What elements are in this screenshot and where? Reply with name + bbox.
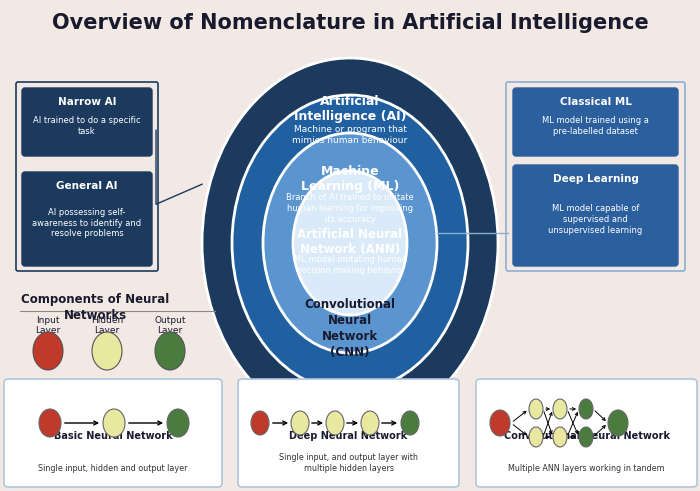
Text: Hidden
Layer: Hidden Layer — [91, 316, 123, 335]
Ellipse shape — [553, 399, 567, 419]
Text: Single input, and output layer with
multiple hidden layers: Single input, and output layer with mult… — [279, 453, 418, 473]
Text: Single input, hidden and output layer: Single input, hidden and output layer — [38, 464, 188, 473]
Text: Artificial Neural
Network (ANN): Artificial Neural Network (ANN) — [298, 228, 402, 256]
Ellipse shape — [401, 411, 419, 435]
Ellipse shape — [155, 332, 185, 370]
Ellipse shape — [326, 411, 344, 435]
Text: Machine
Learning (ML): Machine Learning (ML) — [301, 165, 399, 193]
Text: Multiple ANN layers working in tandem: Multiple ANN layers working in tandem — [508, 464, 665, 473]
FancyBboxPatch shape — [513, 88, 678, 156]
Ellipse shape — [92, 332, 122, 370]
FancyBboxPatch shape — [4, 379, 222, 487]
Ellipse shape — [103, 409, 125, 437]
Text: Overview of Nomenclature in Artificial Intelligence: Overview of Nomenclature in Artificial I… — [52, 13, 648, 33]
Ellipse shape — [232, 95, 468, 391]
Ellipse shape — [608, 410, 628, 436]
Text: Machine or program that
mimics human behaviour: Machine or program that mimics human beh… — [293, 125, 407, 145]
Text: Deep Learning: Deep Learning — [552, 174, 638, 184]
FancyBboxPatch shape — [476, 379, 697, 487]
Ellipse shape — [39, 409, 61, 437]
Text: Branch of AI trained to imitate
human learning for improving
its accuracy: Branch of AI trained to imitate human le… — [286, 193, 414, 224]
Text: Basic Neural Network: Basic Neural Network — [54, 431, 172, 441]
Ellipse shape — [33, 332, 63, 370]
Ellipse shape — [361, 411, 379, 435]
Text: ML model imitating human
decision making behavior: ML model imitating human decision making… — [293, 255, 407, 275]
FancyBboxPatch shape — [22, 172, 152, 266]
Text: ML model trained using a
pre-labelled dataset: ML model trained using a pre-labelled da… — [542, 116, 649, 136]
Text: Convolutional Neural Network: Convolutional Neural Network — [503, 431, 669, 441]
FancyBboxPatch shape — [513, 165, 678, 266]
Ellipse shape — [291, 411, 309, 435]
Ellipse shape — [579, 427, 593, 447]
Ellipse shape — [490, 410, 510, 436]
Ellipse shape — [251, 411, 269, 435]
FancyBboxPatch shape — [22, 88, 152, 156]
Text: Components of Neural
Networks: Components of Neural Networks — [21, 293, 169, 322]
Text: Narrow AI: Narrow AI — [57, 97, 116, 107]
Text: AI possessing self-
awareness to identify and
resolve problems: AI possessing self- awareness to identif… — [32, 208, 141, 238]
FancyBboxPatch shape — [238, 379, 459, 487]
Text: Convolutional
Neural
Network
(CNN): Convolutional Neural Network (CNN) — [304, 298, 395, 359]
Text: General AI: General AI — [56, 181, 118, 191]
Text: AI trained to do a specific
task: AI trained to do a specific task — [33, 116, 141, 136]
Ellipse shape — [529, 427, 543, 447]
Text: Output
Layer: Output Layer — [154, 316, 186, 335]
Ellipse shape — [579, 399, 593, 419]
Text: Input
Layer: Input Layer — [36, 316, 61, 335]
Ellipse shape — [553, 427, 567, 447]
Text: Artificial
Intelligence (AI): Artificial Intelligence (AI) — [294, 95, 406, 123]
Ellipse shape — [263, 133, 437, 353]
Ellipse shape — [529, 399, 543, 419]
Text: Classical ML: Classical ML — [559, 97, 631, 107]
Ellipse shape — [202, 58, 498, 428]
Text: Deep Neural Network: Deep Neural Network — [289, 431, 407, 441]
Ellipse shape — [293, 171, 407, 315]
Ellipse shape — [167, 409, 189, 437]
Text: ML model capable of
supervised and
unsupervised learning: ML model capable of supervised and unsup… — [548, 204, 643, 235]
